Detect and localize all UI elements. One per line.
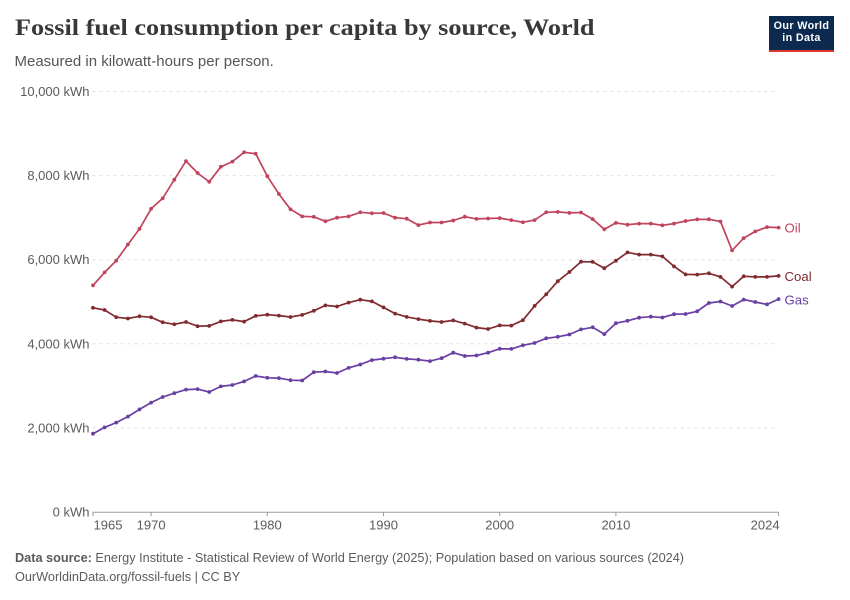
svg-text:10,000 kWh: 10,000 kWh: [20, 84, 89, 99]
svg-text:2010: 2010: [601, 518, 630, 533]
svg-text:Coal: Coal: [785, 269, 812, 284]
svg-text:8,000 kWh: 8,000 kWh: [27, 168, 89, 183]
svg-text:4,000 kWh: 4,000 kWh: [27, 336, 89, 351]
svg-text:1990: 1990: [369, 518, 398, 533]
svg-text:6,000 kWh: 6,000 kWh: [27, 252, 89, 267]
svg-text:Gas: Gas: [785, 293, 810, 308]
svg-text:2024: 2024: [751, 518, 780, 533]
svg-text:0 kWh: 0 kWh: [53, 505, 90, 520]
svg-text:1965: 1965: [94, 518, 123, 533]
svg-text:1980: 1980: [253, 518, 282, 533]
svg-text:1970: 1970: [137, 518, 166, 533]
svg-text:2000: 2000: [485, 518, 514, 533]
svg-text:2,000 kWh: 2,000 kWh: [27, 420, 89, 435]
svg-text:Oil: Oil: [785, 221, 801, 236]
